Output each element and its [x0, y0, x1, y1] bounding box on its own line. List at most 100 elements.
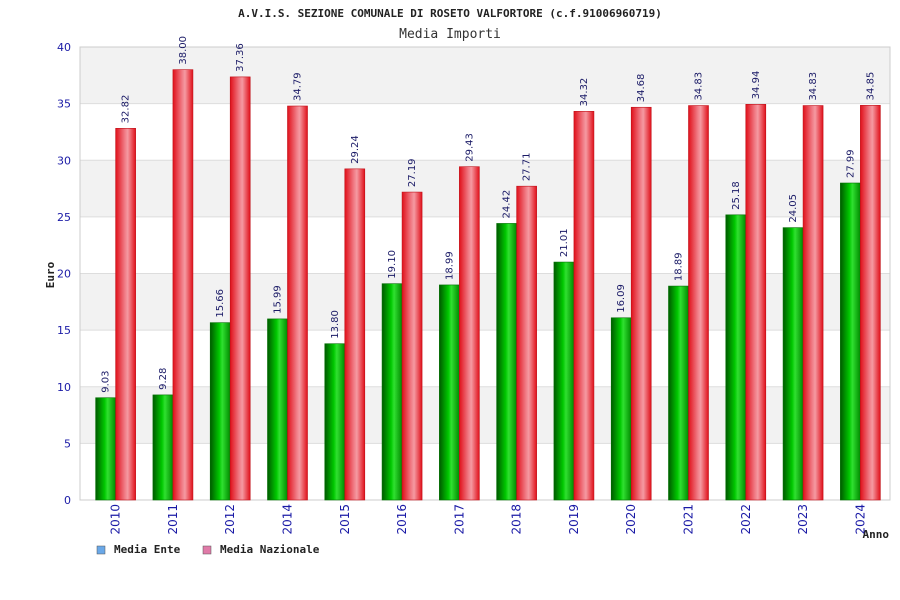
data-label: 34.94: [751, 71, 762, 100]
bar-media-ente: [668, 285, 689, 501]
bar-media-ente: [782, 227, 804, 501]
data-label: 32.82: [121, 95, 132, 124]
x-tick-label: 2023: [796, 504, 810, 535]
data-label: 18.99: [444, 251, 455, 280]
x-tick-label: 2014: [281, 504, 295, 535]
plot-frame: [79, 46, 891, 501]
data-label: 9.03: [101, 370, 112, 392]
y-axis-label: Euro: [44, 261, 57, 288]
bar-media-ente: [152, 394, 174, 501]
bar-media-nazionale: [516, 185, 537, 501]
grid-band: [80, 330, 890, 387]
grid-band: [80, 386, 890, 444]
bar-media-nazionale: [860, 105, 881, 501]
data-label: 29.24: [350, 135, 361, 164]
legend-swatch-media-ente: [96, 545, 106, 555]
x-tick-label: 2012: [223, 504, 237, 535]
data-label: 34.79: [293, 72, 304, 101]
legend-swatch-media-nazionale: [202, 545, 212, 555]
x-tick-label: 2011: [166, 504, 180, 535]
data-label: 34.32: [579, 78, 590, 107]
y-tick-label: 30: [57, 154, 71, 167]
legend-label-media-nazionale: Media Nazionale: [220, 543, 320, 556]
data-label: 21.01: [559, 228, 570, 257]
bar-media-nazionale: [344, 168, 366, 501]
bar-media-nazionale: [630, 106, 652, 501]
x-tick-label: 2017: [452, 504, 466, 535]
data-label: 16.09: [616, 284, 627, 313]
y-tick-label: 0: [64, 494, 71, 507]
data-label: 34.68: [636, 74, 647, 103]
data-label: 27.99: [845, 149, 856, 178]
legend: Media Ente Media Nazionale: [96, 543, 320, 556]
bar-media-ente: [610, 317, 632, 501]
bar-media-ente: [496, 223, 517, 501]
chart-subtitle: Media Importi: [399, 27, 501, 42]
data-label: 37.36: [235, 43, 246, 72]
grid-band: [80, 103, 890, 161]
data-label: 34.83: [808, 72, 819, 101]
bar-media-ente: [439, 284, 460, 501]
bars: 9.03 32.82 9.28 38.00 15.66 37.36 15.99 34.79 13…: [95, 36, 881, 501]
legend-label-media-ente: Media Ente: [114, 543, 181, 556]
data-label: 13.80: [330, 310, 341, 339]
bar-media-nazionale: [802, 105, 824, 501]
x-tick-label: 2018: [510, 504, 524, 535]
bar-media-ente: [553, 261, 575, 501]
x-tick-label: 2024: [853, 504, 867, 535]
data-label: 24.05: [788, 194, 799, 223]
y-tick-label: 20: [57, 268, 71, 281]
y-tick-label: 10: [57, 381, 71, 394]
x-axis: 2010 2011 2012 2014 2015 2016 2017 2018 2019 2020…: [109, 504, 868, 535]
grid-band: [80, 273, 890, 331]
bar-media-ente: [267, 318, 288, 501]
bar-media-nazionale: [115, 128, 136, 501]
x-tick-label: 2015: [338, 504, 352, 535]
bar-media-nazionale: [688, 105, 709, 501]
data-label: 25.18: [731, 181, 742, 210]
data-label: 34.83: [694, 72, 705, 101]
data-label: 27.71: [522, 153, 533, 182]
y-tick-label: 35: [57, 98, 71, 111]
data-label: 15.66: [215, 289, 226, 318]
chart-title: A.V.I.S. SEZIONE COMUNALE DI ROSETO VALF…: [238, 7, 662, 20]
bar-media-nazionale: [229, 76, 251, 501]
bar-media-ente: [95, 397, 116, 501]
bar-media-ente: [209, 322, 231, 501]
x-tick-label: 2022: [739, 504, 753, 535]
bar-media-nazionale: [401, 191, 423, 501]
grid-band: [80, 160, 890, 217]
grid-band: [80, 443, 890, 500]
data-label: 27.19: [407, 158, 418, 187]
data-label: 24.42: [502, 190, 513, 219]
y-tick-label: 5: [64, 437, 71, 450]
bar-media-ente: [324, 343, 346, 501]
y-tick-label: 25: [57, 211, 71, 224]
x-tick-label: 2020: [624, 504, 638, 535]
data-label: 18.89: [674, 252, 685, 281]
y-tick-label: 15: [57, 324, 71, 337]
bar-media-ente: [840, 182, 861, 501]
grid-band: [80, 216, 890, 274]
bar-media-nazionale: [459, 166, 480, 501]
data-label: 38.00: [178, 36, 189, 65]
bar-media-nazionale: [573, 111, 595, 501]
bar-media-ente: [725, 214, 747, 501]
grid-band: [80, 47, 890, 104]
bar-media-nazionale: [172, 69, 194, 501]
x-tick-label: 2019: [567, 504, 581, 535]
x-tick-label: 2010: [109, 504, 123, 535]
x-tick-label: 2021: [682, 504, 696, 535]
data-label: 9.28: [158, 368, 169, 390]
data-label: 15.99: [273, 285, 284, 314]
data-label: 34.85: [865, 72, 876, 101]
y-axis: 0 5 10 15 20 25 30 35 40: [57, 41, 71, 507]
y-tick-label: 40: [57, 41, 71, 54]
bar-media-nazionale: [745, 104, 767, 501]
data-label: 19.10: [387, 250, 398, 279]
data-label: 29.43: [464, 133, 475, 162]
bar-media-ente: [381, 283, 403, 501]
bar-media-nazionale: [287, 105, 308, 501]
plot-background: [79, 46, 891, 501]
